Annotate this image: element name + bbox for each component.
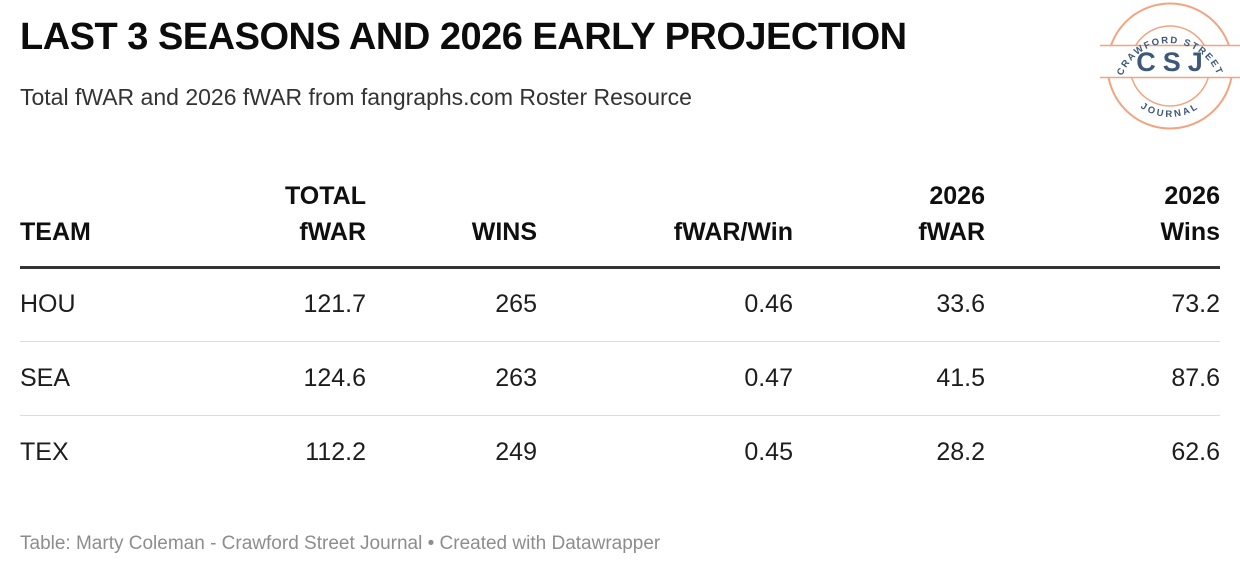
credit-line: Table: Marty Coleman - Crawford Street J… (20, 533, 661, 554)
table-header: TEAM TOTAL fWAR WINS fWAR/Win 2026 fWAR (20, 170, 1220, 269)
cell-2026-fwar: 41.5 (793, 341, 985, 416)
column-header-2026-wins: 2026 Wins (985, 170, 1220, 269)
stats-table: TEAM TOTAL fWAR WINS fWAR/Win 2026 fWAR (20, 170, 1220, 489)
cell-2026-wins: 62.6 (1171, 437, 1220, 466)
cell-fwar-per-win: 0.45 (744, 437, 793, 466)
column-header-2026-fwar: 2026 fWAR (793, 170, 985, 269)
cell-2026-wins: 73.2 (985, 267, 1220, 342)
cell-team: TEX (20, 437, 69, 466)
cell-team: HOU (20, 267, 240, 342)
cell-team: SEA (20, 341, 240, 416)
table-row-hou: HOU 121.7 265 0.46 33.6 73.2 (20, 267, 1220, 342)
logo-bottom-text: JOURNAL (1139, 101, 1199, 120)
column-header-total-fwar: TOTAL fWAR (240, 170, 366, 269)
cell-total-fwar: 121.7 (240, 267, 366, 342)
page-subtitle: Total fWAR and 2026 fWAR from fangraphs.… (20, 84, 692, 110)
logo-monogram: CSJ (1136, 47, 1210, 77)
cell-fwar-per-win: 0.47 (537, 341, 793, 416)
cell-wins: 263 (366, 341, 537, 416)
cell-2026-fwar: 28.2 (936, 437, 985, 466)
table-row-sea: SEA 124.6 263 0.47 41.5 87.6 (20, 341, 1220, 416)
cell-total-fwar: 124.6 (240, 341, 366, 416)
logo-band (1100, 45, 1240, 78)
cell-total-fwar: 112.2 (305, 437, 366, 466)
table-row-tex: TEX 112.2 249 0.45 28.2 62.6 (20, 415, 1220, 489)
page-title: LAST 3 SEASONS AND 2026 EARLY PROJECTION (20, 16, 907, 58)
cell-2026-fwar: 33.6 (793, 267, 985, 342)
column-header-team: TEAM (20, 170, 240, 269)
column-header-fwar-per-win: fWAR/Win (537, 170, 793, 269)
cell-wins: 249 (495, 437, 537, 466)
table-body: HOU 121.7 265 0.46 33.6 73.2 SEA 124.6 2… (20, 267, 1220, 489)
header-row: TEAM TOTAL fWAR WINS fWAR/Win 2026 fWAR (20, 170, 1220, 269)
csj-journal-logo-icon: CRAWFORD STREET JOURNAL CSJ (1100, 2, 1240, 130)
cell-fwar-per-win: 0.46 (537, 267, 793, 342)
column-header-wins: WINS (366, 170, 537, 269)
svg-text:JOURNAL: JOURNAL (1139, 101, 1202, 120)
cell-2026-wins: 87.6 (985, 341, 1220, 416)
cell-wins: 265 (366, 267, 537, 342)
